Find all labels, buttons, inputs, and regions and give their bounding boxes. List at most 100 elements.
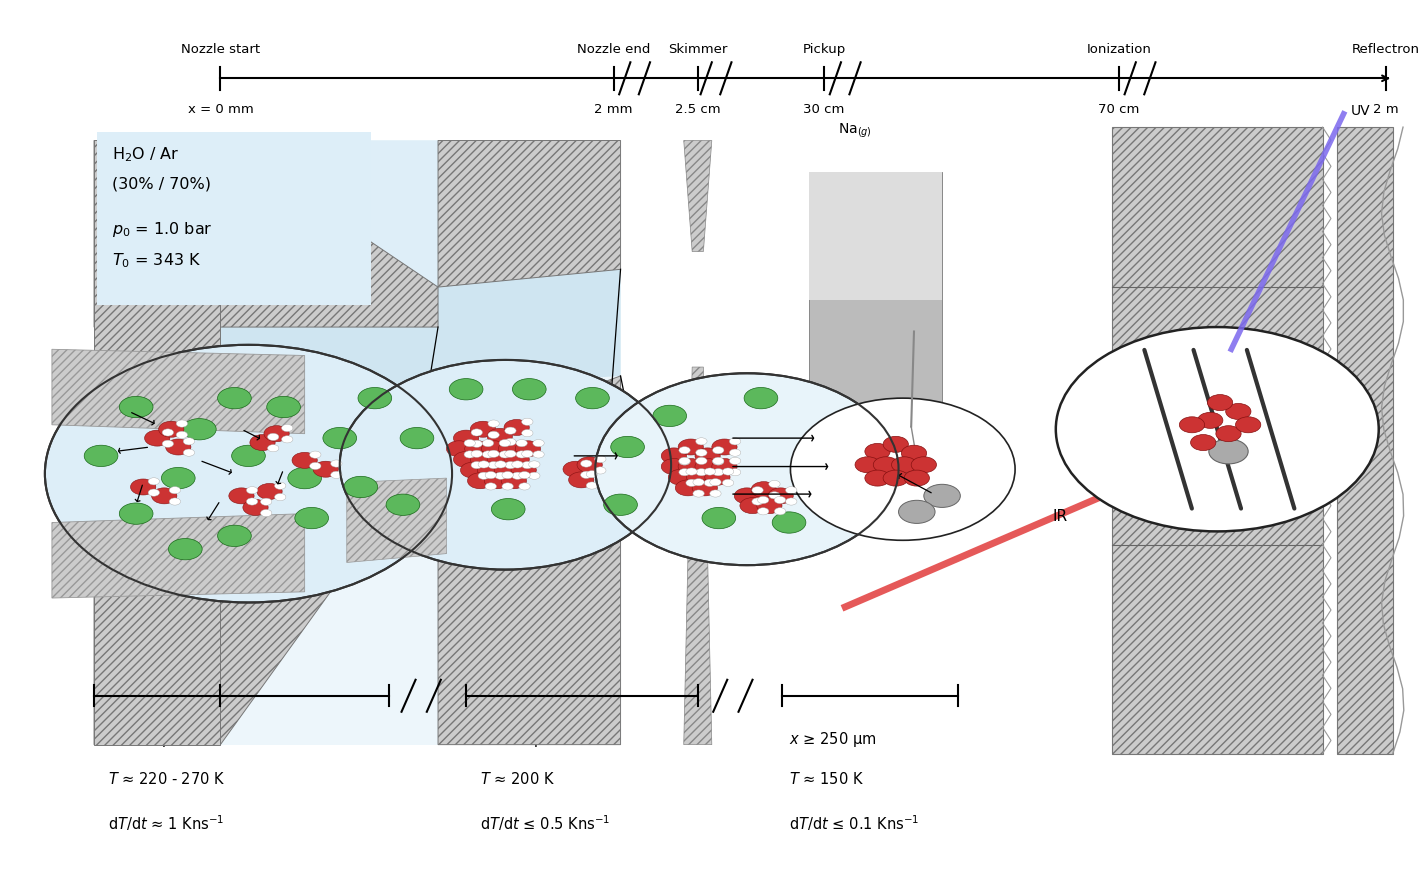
Circle shape (228, 488, 254, 504)
Circle shape (465, 441, 489, 457)
Circle shape (758, 508, 769, 515)
Circle shape (471, 421, 495, 437)
Circle shape (281, 425, 293, 432)
Circle shape (675, 480, 701, 496)
Circle shape (499, 440, 511, 447)
Circle shape (498, 441, 524, 457)
Circle shape (517, 440, 528, 447)
Circle shape (170, 498, 181, 505)
Circle shape (183, 418, 217, 440)
Circle shape (912, 457, 936, 473)
Circle shape (488, 431, 499, 438)
Circle shape (478, 460, 489, 468)
Circle shape (148, 489, 160, 496)
Circle shape (250, 434, 275, 451)
Text: (30% / 70%): (30% / 70%) (113, 176, 211, 191)
Circle shape (758, 496, 769, 503)
Circle shape (775, 508, 786, 515)
Circle shape (161, 468, 195, 489)
Circle shape (505, 461, 517, 468)
Circle shape (712, 458, 723, 465)
Circle shape (231, 445, 265, 467)
Circle shape (163, 429, 174, 436)
Circle shape (488, 451, 499, 458)
Circle shape (786, 498, 796, 505)
Text: $T$ ≈ 150 K: $T$ ≈ 150 K (789, 772, 863, 788)
Circle shape (264, 426, 290, 442)
Circle shape (581, 460, 592, 468)
Circle shape (772, 512, 806, 533)
Circle shape (183, 449, 194, 456)
Circle shape (468, 473, 492, 489)
Circle shape (130, 479, 156, 495)
Circle shape (791, 398, 1015, 540)
Circle shape (522, 418, 534, 426)
Polygon shape (1112, 127, 1323, 754)
Circle shape (163, 440, 174, 447)
Circle shape (481, 441, 507, 457)
Circle shape (729, 458, 741, 465)
Circle shape (692, 480, 718, 496)
Text: $x$ ≤ 30 μm: $x$ ≤ 30 μm (108, 730, 187, 748)
Circle shape (471, 451, 482, 458)
Circle shape (532, 451, 544, 458)
Circle shape (577, 457, 602, 473)
Circle shape (595, 374, 899, 565)
Circle shape (865, 470, 890, 486)
Circle shape (661, 459, 686, 475)
Polygon shape (1337, 127, 1393, 754)
Circle shape (485, 471, 497, 478)
Circle shape (482, 451, 494, 458)
Circle shape (471, 440, 482, 447)
Circle shape (751, 482, 776, 498)
Circle shape (586, 482, 598, 489)
Polygon shape (438, 140, 621, 287)
Circle shape (899, 501, 935, 523)
Circle shape (679, 468, 691, 476)
Circle shape (752, 498, 763, 505)
Polygon shape (51, 514, 304, 598)
Circle shape (686, 479, 698, 486)
Circle shape (712, 439, 738, 455)
Text: $x$ ≈ 50 μm: $x$ ≈ 50 μm (479, 730, 558, 748)
Circle shape (873, 457, 899, 473)
Circle shape (511, 462, 537, 478)
Circle shape (261, 498, 271, 505)
Circle shape (488, 420, 499, 427)
Circle shape (501, 473, 527, 489)
Circle shape (512, 472, 524, 479)
Circle shape (704, 468, 715, 475)
FancyBboxPatch shape (809, 172, 942, 510)
Circle shape (471, 429, 482, 436)
Circle shape (505, 451, 517, 458)
Text: x = 0 mm: x = 0 mm (187, 103, 253, 116)
Text: 2.5 cm: 2.5 cm (675, 103, 721, 116)
Circle shape (709, 478, 721, 485)
Circle shape (484, 473, 509, 489)
Circle shape (151, 488, 177, 504)
Circle shape (310, 451, 321, 459)
Circle shape (679, 458, 691, 465)
Circle shape (679, 447, 691, 454)
Circle shape (454, 430, 478, 446)
Circle shape (705, 469, 731, 485)
Circle shape (400, 427, 434, 449)
Circle shape (661, 448, 686, 464)
Circle shape (288, 468, 321, 489)
Circle shape (217, 525, 251, 546)
Circle shape (729, 438, 741, 445)
Circle shape (257, 484, 283, 500)
Circle shape (247, 486, 258, 493)
Text: $p_0$ = 1.0 bar: $p_0$ = 1.0 bar (113, 221, 213, 240)
Circle shape (494, 462, 519, 478)
Circle shape (247, 498, 258, 505)
Circle shape (756, 498, 782, 514)
Circle shape (495, 460, 507, 468)
Polygon shape (94, 140, 438, 327)
Circle shape (158, 421, 184, 437)
Text: Reflectron: Reflectron (1351, 43, 1420, 56)
Circle shape (694, 478, 705, 485)
Text: $T$ ≈ 200 K: $T$ ≈ 200 K (479, 772, 555, 788)
Circle shape (464, 451, 475, 458)
Circle shape (611, 436, 645, 458)
